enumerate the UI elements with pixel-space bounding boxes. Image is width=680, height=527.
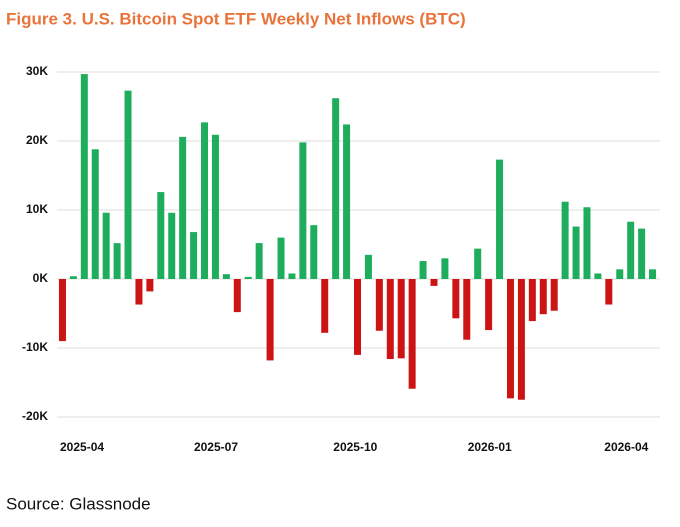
bar (190, 232, 198, 279)
y-tick-label: 30K (26, 64, 48, 78)
bar (266, 279, 274, 361)
bar (485, 279, 493, 331)
y-tick-label: 10K (26, 202, 48, 216)
x-tick-label: 2025-04 (60, 440, 104, 454)
bar (255, 243, 263, 279)
bar (572, 226, 580, 279)
bar (124, 90, 132, 279)
bar (332, 98, 340, 279)
bar (310, 225, 318, 279)
bar (375, 279, 383, 331)
bar (343, 124, 351, 279)
bar (201, 122, 209, 280)
bar (452, 279, 460, 319)
bar (441, 258, 449, 279)
bar (222, 274, 230, 279)
y-tick-label: -20K (22, 409, 48, 423)
bar (474, 248, 482, 279)
x-tick-label: 2025-07 (194, 440, 238, 454)
bar (277, 237, 285, 279)
bar (463, 279, 471, 340)
bar (244, 276, 252, 279)
bar (528, 279, 536, 322)
bar (386, 279, 394, 360)
bar (583, 207, 591, 279)
x-tick-label: 2025-10 (333, 440, 377, 454)
bar (321, 279, 329, 333)
bar (233, 279, 241, 313)
bar (627, 221, 635, 279)
bar (179, 136, 187, 279)
bar (299, 142, 307, 279)
bar (135, 279, 143, 305)
bar (419, 261, 427, 279)
bar (430, 279, 438, 286)
bar (397, 279, 405, 359)
bar (113, 243, 121, 279)
bar (616, 269, 624, 279)
bar (561, 201, 569, 279)
bar (517, 279, 525, 400)
bar (496, 159, 504, 279)
bar (80, 74, 88, 279)
bar (354, 279, 361, 355)
bar (649, 269, 657, 279)
bar (638, 228, 646, 279)
source-note: Source: Glassnode (6, 494, 151, 513)
bar (288, 273, 296, 279)
bar (605, 279, 613, 305)
bar (102, 212, 110, 279)
bar (91, 149, 99, 279)
bar (58, 279, 66, 342)
y-tick-label: 20K (26, 133, 48, 147)
bar (364, 254, 372, 279)
bar (594, 273, 602, 279)
y-tick-label: 0K (33, 271, 49, 285)
bar (69, 276, 77, 279)
x-tick-label: 2026-01 (468, 440, 512, 454)
bar (550, 279, 558, 311)
bar (157, 192, 165, 279)
bar (408, 279, 416, 389)
x-tick-label: 2026-04 (604, 440, 648, 454)
bar (506, 279, 514, 399)
bar (211, 134, 219, 279)
bar (146, 279, 154, 292)
bar (168, 212, 176, 279)
y-tick-label: -10K (22, 340, 48, 354)
bar (539, 279, 547, 315)
chart-title: Figure 3. U.S. Bitcoin Spot ETF Weekly N… (6, 9, 466, 28)
